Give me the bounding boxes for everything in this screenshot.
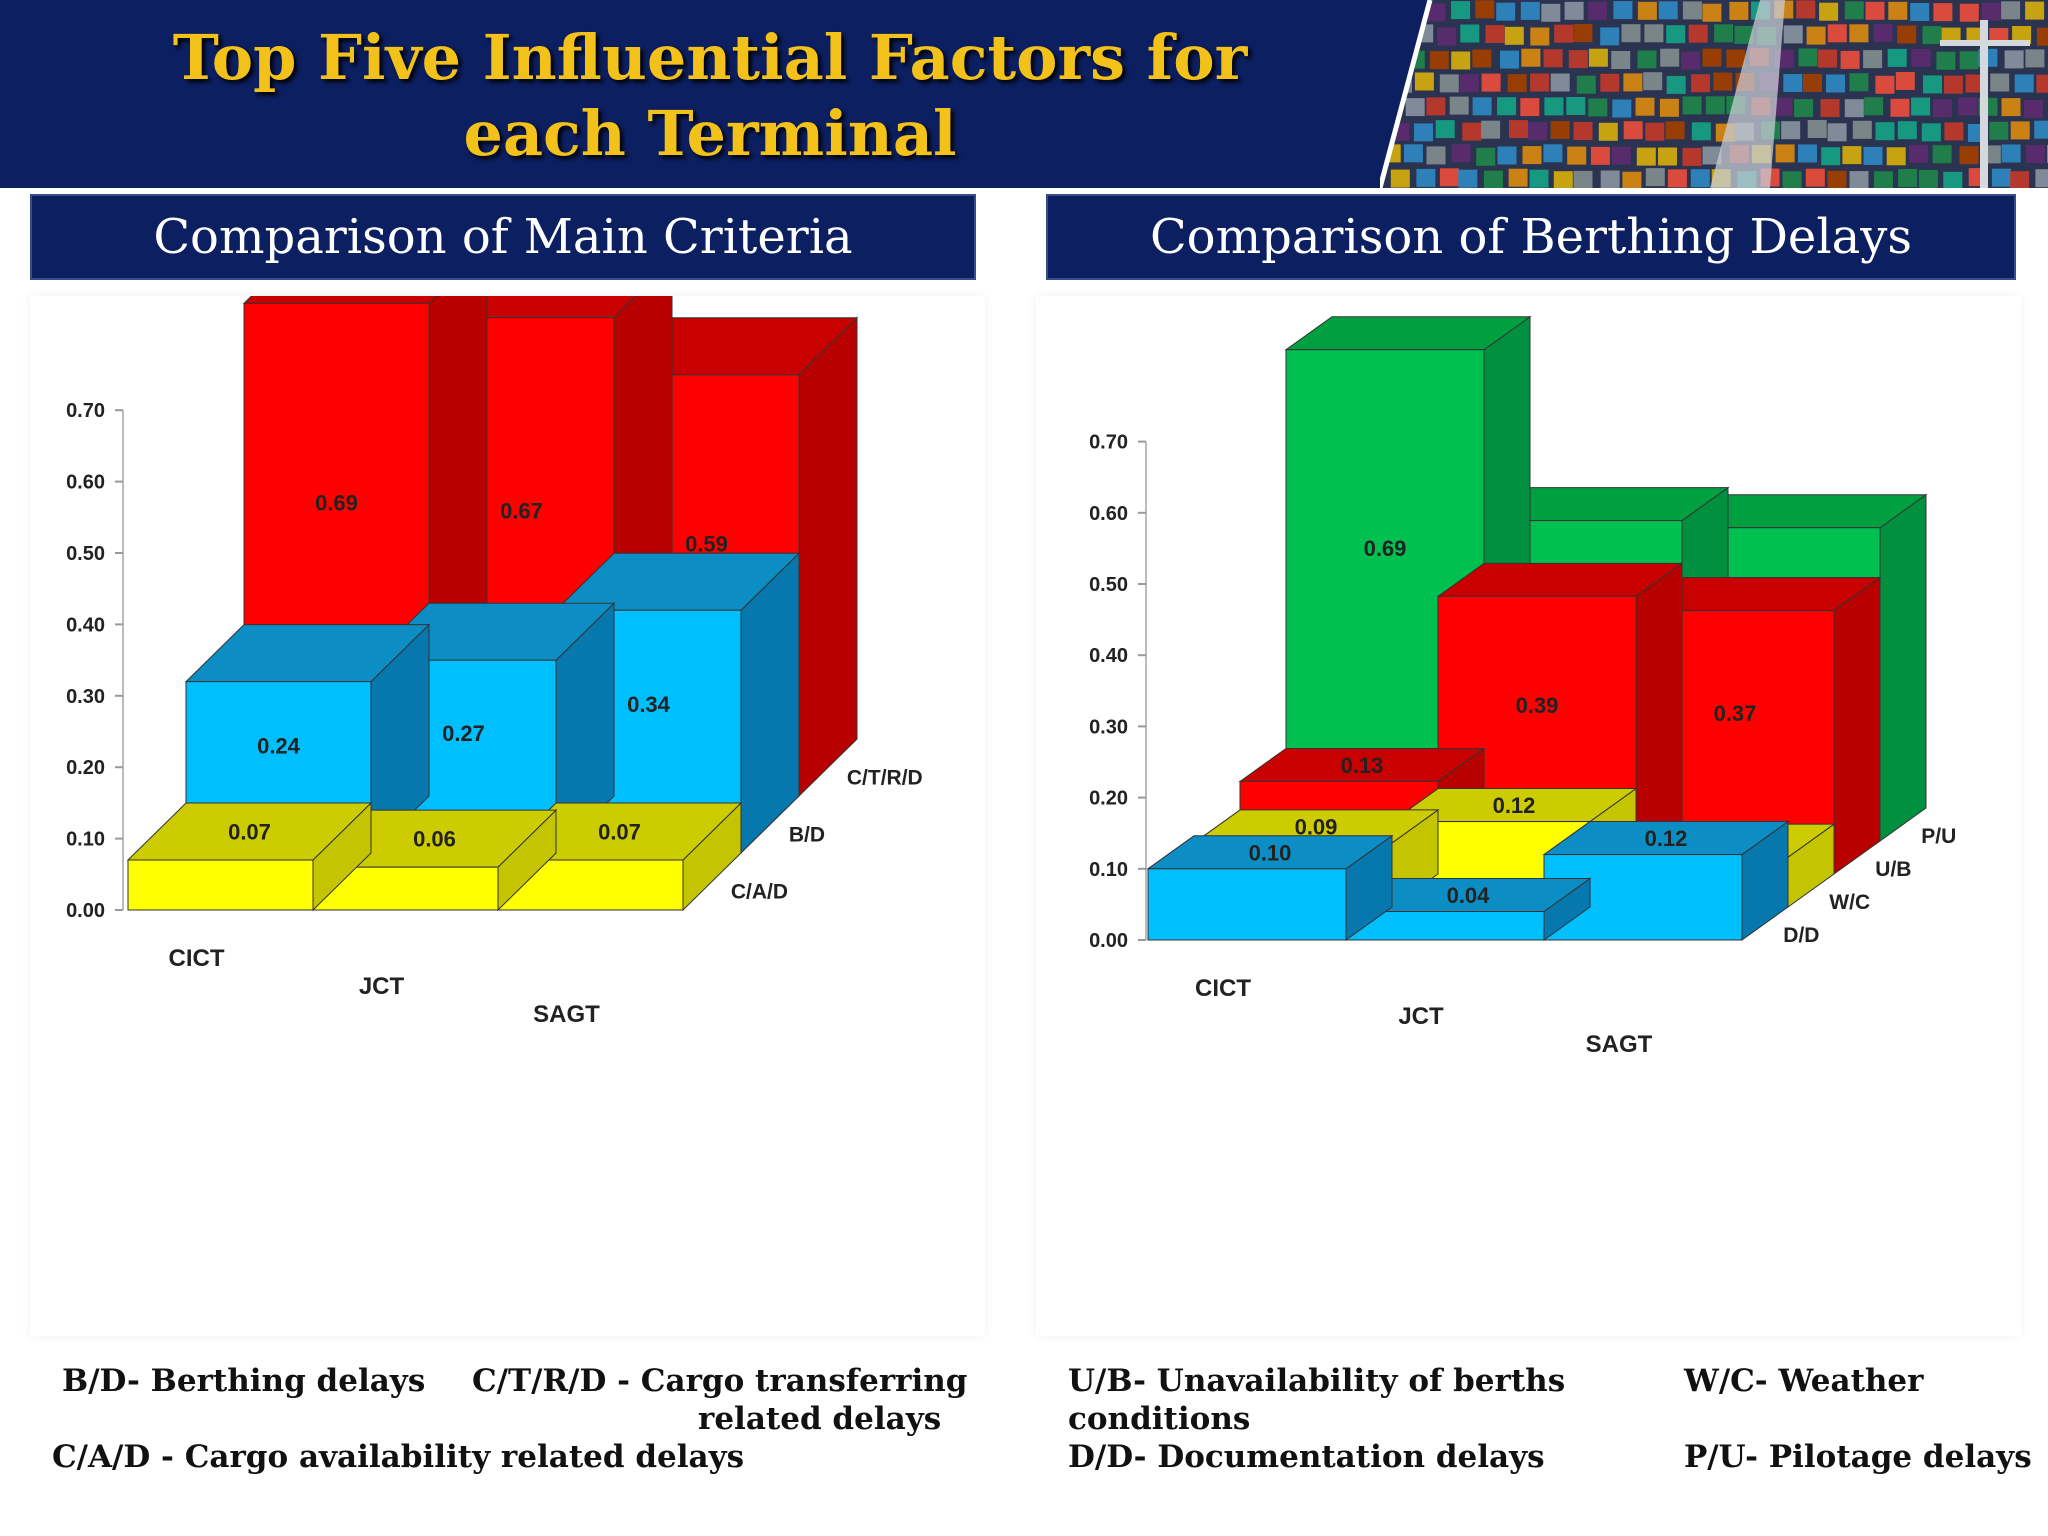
y-tick-label: 0.10 xyxy=(1089,859,1128,881)
bar-C/A/D-JCT: 0.06 xyxy=(311,808,558,912)
series-label-B/D: B/D xyxy=(789,824,825,847)
legend-ctrd-line2: related delays xyxy=(698,1401,942,1437)
series-label-C/A/D: C/A/D xyxy=(731,881,788,904)
legend-bd: B/D- Berthing delays xyxy=(62,1363,426,1399)
series-label-C/T/R/D: C/T/R/D xyxy=(847,767,923,790)
category-label-JCT: JCT xyxy=(359,973,405,1000)
data-label: 0.34 xyxy=(627,692,671,717)
y-tick-label: 0.10 xyxy=(66,829,105,851)
bar-side-face xyxy=(1879,493,1927,842)
legend-wc: W/C- Weather xyxy=(1684,1363,1924,1399)
right-chart-heading: Comparison of Berthing Delays xyxy=(1046,194,2016,280)
series-label-U/B: U/B xyxy=(1875,858,1911,881)
data-label: 0.24 xyxy=(257,734,301,759)
y-tick-label: 0.70 xyxy=(66,400,105,422)
bar-front-face xyxy=(127,859,314,911)
y-tick-label: 0.60 xyxy=(1089,503,1128,525)
slide-title-line1: Top Five Influential Factors for xyxy=(172,21,1248,94)
data-label: 0.69 xyxy=(1364,536,1407,561)
legend-cad: C/A/D - Cargo availability related delay… xyxy=(52,1439,745,1475)
y-tick-label: 0.20 xyxy=(1089,788,1128,810)
data-label: 0.69 xyxy=(315,490,358,515)
y-tick-label: 0.30 xyxy=(66,686,105,708)
y-tick-label: 0.50 xyxy=(1089,574,1128,596)
legend-ub-line2: conditions xyxy=(1068,1401,1251,1437)
bar-side-face xyxy=(798,316,858,798)
data-label: 0.07 xyxy=(228,820,271,845)
legend-ctrd-line1: C/T/R/D - Cargo transferring xyxy=(472,1363,968,1399)
legend-ub-line1: U/B- Unavailability of berths xyxy=(1068,1363,1566,1399)
slide-title-line2: each Terminal xyxy=(463,97,957,170)
data-label: 0.07 xyxy=(598,820,641,845)
data-label: 0.67 xyxy=(500,499,543,524)
legend-ub: U/B- Unavailability of berths conditions xyxy=(1068,1362,1565,1438)
bar-front-face xyxy=(1147,868,1347,941)
category-label-SAGT: SAGT xyxy=(1586,1031,1653,1058)
bar-C/A/D-CICT: 0.07 xyxy=(126,801,373,912)
y-tick-label: 0.40 xyxy=(1089,645,1128,667)
y-tick-label: 0.30 xyxy=(1089,716,1128,738)
berthing-delays-chart: 0.000.100.200.300.400.500.600.700.440.45… xyxy=(1089,315,1956,1058)
series-label-W/C: W/C xyxy=(1829,891,1870,914)
data-label: 0.12 xyxy=(1645,826,1688,851)
data-label: 0.39 xyxy=(1516,693,1559,718)
bar-D/D-CICT: 0.10 xyxy=(1146,834,1394,941)
data-label: 0.37 xyxy=(1714,701,1757,726)
y-tick-label: 0.50 xyxy=(66,543,105,565)
category-label-JCT: JCT xyxy=(1398,1003,1444,1030)
data-label: 0.59 xyxy=(685,532,728,557)
category-label-CICT: CICT xyxy=(169,945,225,972)
y-tick-label: 0.60 xyxy=(66,472,105,494)
bar-side-face xyxy=(1833,576,1881,875)
y-tick-label: 0.20 xyxy=(66,757,105,779)
data-label: 0.12 xyxy=(1493,793,1536,818)
data-label: 0.04 xyxy=(1447,883,1491,908)
series-label-D/D: D/D xyxy=(1783,924,1819,947)
category-label-SAGT: SAGT xyxy=(533,1001,600,1028)
data-label: 0.10 xyxy=(1249,840,1292,865)
data-label: 0.09 xyxy=(1295,814,1338,839)
legend-pu: P/U- Pilotage delays xyxy=(1684,1439,2032,1475)
data-label: 0.13 xyxy=(1341,753,1384,778)
y-tick-label: 0.70 xyxy=(1089,432,1128,454)
legend-dd: D/D- Documentation delays xyxy=(1068,1439,1545,1475)
category-label-CICT: CICT xyxy=(1195,975,1251,1002)
data-label: 0.06 xyxy=(413,827,456,852)
data-label: 0.27 xyxy=(442,721,485,746)
left-chart-heading: Comparison of Main Criteria xyxy=(30,194,976,280)
series-label-P/U: P/U xyxy=(1921,825,1956,848)
slide-title: Top Five Influential Factors for each Te… xyxy=(0,20,1420,172)
main-criteria-chart: 0.00 0.10 0.20 0.30 0.40 0.50 0.60 0.70 0.59 0.67… xyxy=(66,296,923,1028)
y-tick-label: 0.40 xyxy=(66,614,105,636)
y-tick-label: 0.00 xyxy=(1089,930,1128,952)
container-port-photo xyxy=(1380,0,2048,188)
legend-ctrd: C/T/R/D - Cargo transferring related del… xyxy=(472,1362,968,1438)
y-tick-label: 0.00 xyxy=(66,900,105,922)
